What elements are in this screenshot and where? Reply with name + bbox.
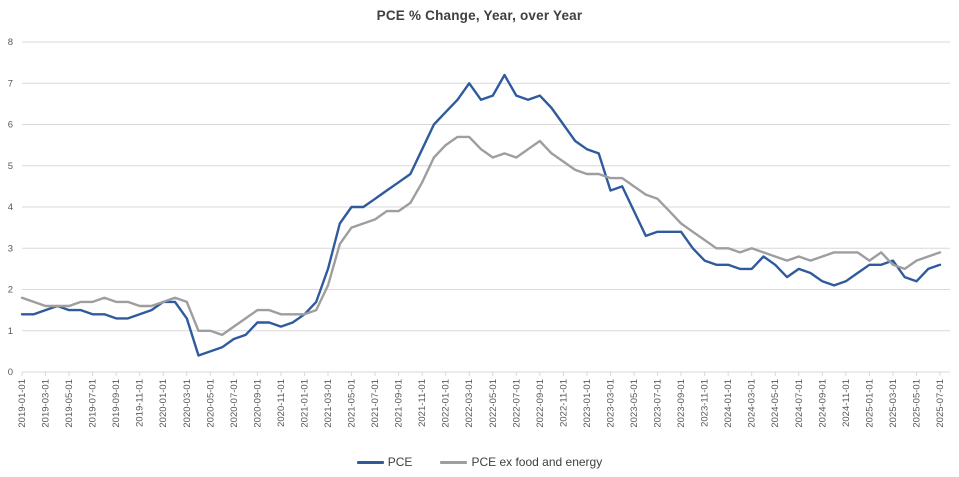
x-tick-label: 2020-01-01 (158, 379, 169, 428)
y-tick-label-2: 2 (8, 285, 13, 296)
x-tick-label: 2023-09-01 (676, 379, 687, 428)
legend-item-pce-ex-food-energy[interactable]: PCE ex food and energy (440, 455, 602, 469)
x-tick-label: 2023-03-01 (605, 379, 616, 428)
y-tick-label-7: 7 (8, 78, 13, 89)
x-tick-label: 2023-05-01 (629, 379, 640, 428)
x-tick-label: 2020-09-01 (252, 379, 263, 428)
x-tick-label: 2021-03-01 (323, 379, 334, 428)
x-tick-label: 2025-05-01 (911, 379, 922, 428)
x-tick-label: 2022-05-01 (488, 379, 499, 428)
x-tick-label: 2021-11-01 (417, 379, 428, 427)
x-tick-label: 2025-03-01 (888, 379, 899, 428)
y-tick-label-3: 3 (8, 243, 13, 254)
legend-item-pce[interactable]: PCE (356, 455, 413, 469)
legend-line-swatch-pce-ex-food-energy (440, 460, 468, 464)
y-tick-label-6: 6 (8, 120, 13, 131)
x-tick-label: 2022-07-01 (511, 379, 522, 428)
x-tick-label: 2023-01-01 (582, 379, 593, 428)
x-tick-label: 2019-07-01 (88, 379, 99, 428)
x-tick-label: 2024-09-01 (817, 379, 828, 428)
x-tick-label: 2022-01-01 (441, 379, 452, 428)
y-tick-label-0: 0 (8, 367, 13, 378)
x-tick-label: 2024-05-01 (770, 379, 781, 428)
y-tick-label-1: 1 (8, 326, 13, 337)
x-tick-label: 2020-03-01 (182, 379, 193, 428)
series-line-pce-ex-food-and-energy (20, 135, 942, 337)
x-tick-label: 2020-07-01 (229, 379, 240, 428)
series-line-pce (20, 73, 942, 357)
plot-area: 0 1 2 3 4 5 6 7 8 2019-01-01 2019-03-01 2019-05-01 2… (8, 37, 950, 428)
x-tick-label: 2025-01-01 (864, 379, 875, 428)
legend: PCE PCE ex food and energy (0, 455, 959, 469)
legend-label-pce-ex-food-energy: PCE ex food and energy (471, 455, 603, 469)
x-tick-label: 2020-05-01 (205, 379, 216, 428)
x-tick-label: 2022-03-01 (464, 379, 475, 428)
legend-line-swatch-pce (356, 460, 384, 464)
x-tick-label: 2024-03-01 (747, 379, 758, 428)
x-tick-label: 2024-11-01 (841, 379, 852, 427)
x-tick-label: 2019-05-01 (64, 379, 75, 428)
y-tick-label-4: 4 (8, 202, 13, 213)
x-tick-label: 2019-01-01 (17, 379, 28, 428)
y-tick-label-8: 8 (8, 37, 13, 48)
x-tick-label: 2021-09-01 (394, 379, 405, 428)
x-tick-label: 2019-11-01 (135, 379, 146, 427)
legend-label-pce: PCE (387, 455, 413, 469)
x-tick-label: 2020-11-01 (276, 379, 287, 427)
x-tick-label: 2024-07-01 (794, 379, 805, 428)
chart-title: PCE % Change, Year, over Year (376, 8, 583, 23)
x-tick-label: 2022-11-01 (558, 379, 569, 427)
x-tick-label: 2021-01-01 (299, 379, 310, 428)
x-tick-label: 2022-09-01 (535, 379, 546, 428)
x-tick-label: 2023-11-01 (700, 379, 711, 427)
x-tick-label: 2021-07-01 (370, 379, 381, 428)
y-tick-label-5: 5 (8, 161, 13, 172)
x-tick-label: 2021-05-01 (347, 379, 358, 428)
x-tick-label: 2024-01-01 (723, 379, 734, 428)
x-tick-label: 2019-03-01 (41, 379, 52, 428)
x-tick-label: 2025-07-01 (935, 379, 946, 428)
x-tick-label: 2023-07-01 (653, 379, 664, 428)
x-tick-label: 2019-09-01 (111, 379, 122, 428)
